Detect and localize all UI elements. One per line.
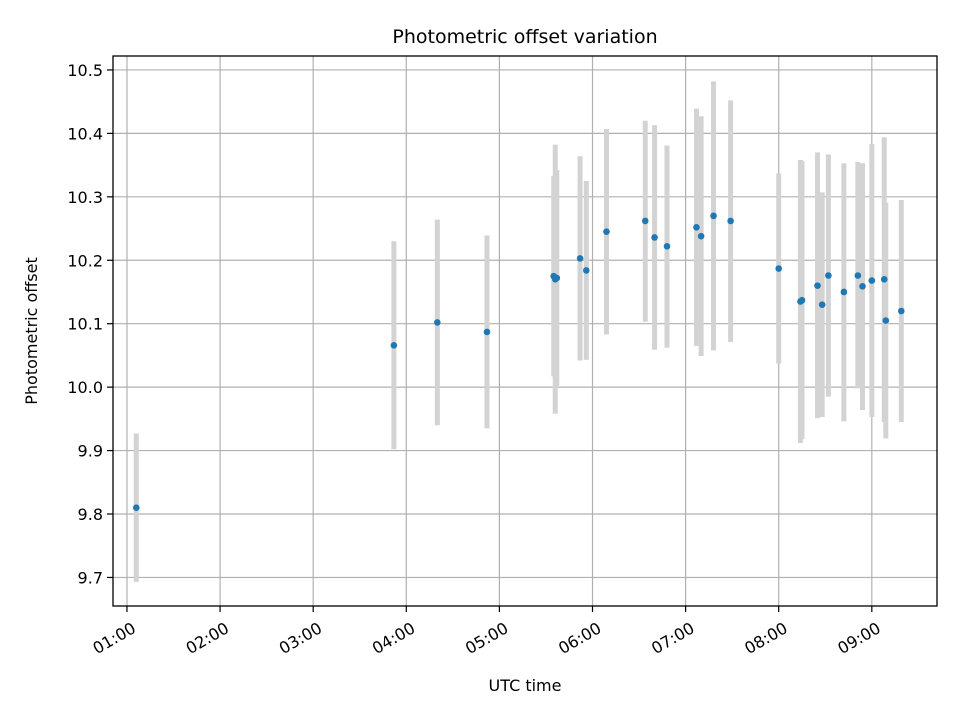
y-tick-label: 10.1 xyxy=(67,315,103,334)
y-tick-label: 9.8 xyxy=(78,505,103,524)
data-point xyxy=(132,504,140,511)
data-point xyxy=(775,265,783,272)
y-tick-label: 10.4 xyxy=(67,124,103,143)
data-point xyxy=(483,328,491,336)
data-point xyxy=(868,277,876,284)
data-point xyxy=(582,267,590,274)
data-points xyxy=(132,212,905,511)
data-point xyxy=(825,272,832,279)
data-point xyxy=(434,319,441,326)
data-point xyxy=(898,307,905,315)
y-tick-label: 9.7 xyxy=(78,568,103,587)
y-tick-label: 10.0 xyxy=(67,378,103,397)
data-point xyxy=(663,243,671,250)
data-point xyxy=(880,275,888,283)
data-point xyxy=(553,274,561,282)
data-point xyxy=(651,234,658,241)
data-point xyxy=(840,288,848,296)
plot-frame xyxy=(112,55,938,607)
data-point xyxy=(390,341,398,349)
data-point xyxy=(854,272,862,279)
y-tick-label: 10.2 xyxy=(67,251,103,270)
data-point xyxy=(710,212,717,220)
chart-title: Photometric offset variation xyxy=(392,26,657,48)
data-point xyxy=(576,255,584,262)
y-axis-label: Photometric offset xyxy=(22,257,41,405)
y-axis: 9.7 9.8 9.9 10.0 10.1 10.2 10.3 10.4 10.5 xyxy=(67,61,113,587)
data-point xyxy=(693,223,700,231)
data-point xyxy=(641,217,649,225)
y-tick-label: 9.9 xyxy=(78,442,103,461)
data-point xyxy=(727,217,734,225)
y-tick-label: 10.5 xyxy=(67,61,103,80)
data-point xyxy=(814,282,821,289)
data-point xyxy=(603,228,610,236)
data-point xyxy=(859,282,866,290)
data-point xyxy=(882,317,890,324)
data-point xyxy=(697,232,705,240)
data-point xyxy=(818,301,826,308)
x-axis-label: UTC time xyxy=(489,676,562,695)
y-tick-label: 10.3 xyxy=(67,188,103,207)
data-point xyxy=(798,296,806,304)
